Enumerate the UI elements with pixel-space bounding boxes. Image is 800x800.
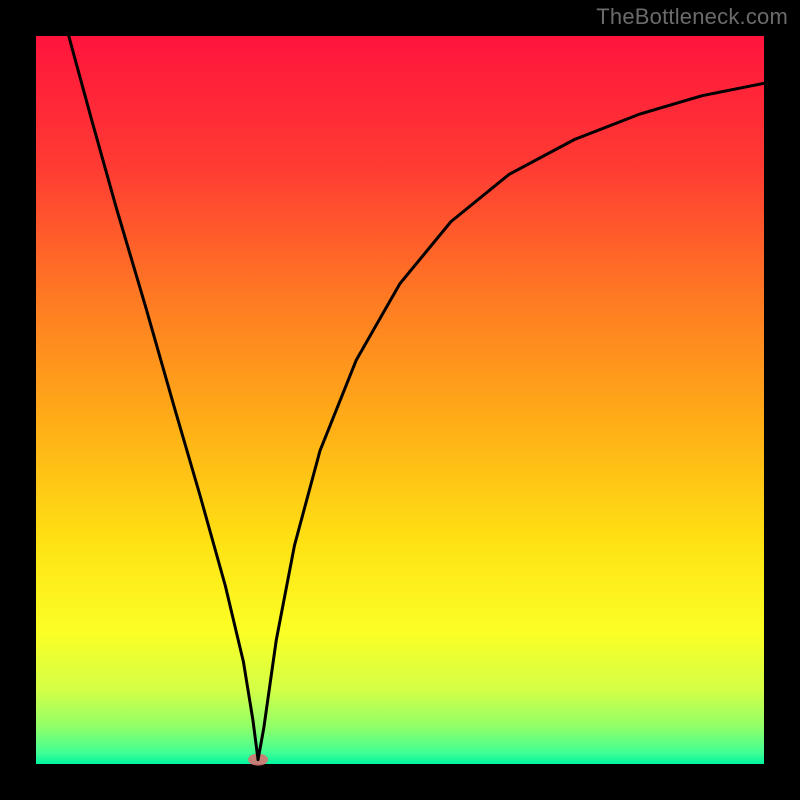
chart-frame: TheBottleneck.com <box>0 0 800 800</box>
plot-background <box>36 36 764 764</box>
watermark-text: TheBottleneck.com <box>596 4 788 30</box>
bottleneck-chart <box>0 0 800 800</box>
